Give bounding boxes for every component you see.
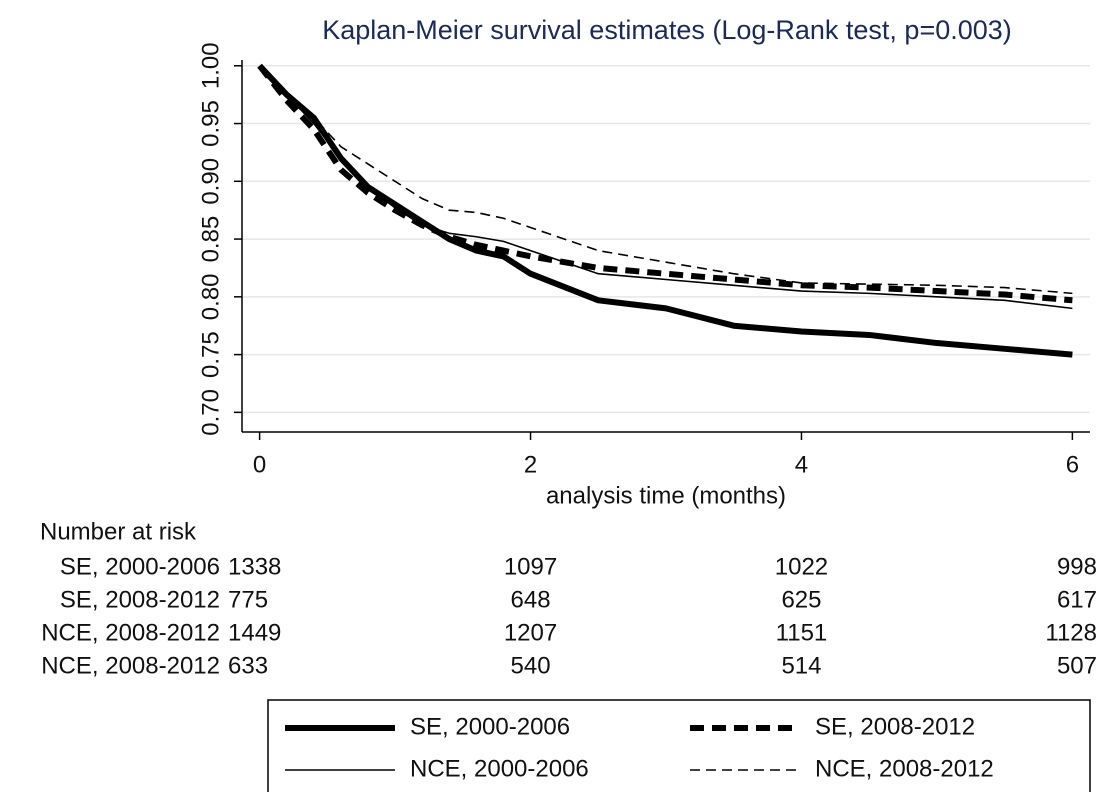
risk-count: 998 [1057,553,1097,580]
risk-count: 1338 [228,553,281,580]
risk-row-label: NCE, 2008-2012 [41,652,220,679]
survival-line [259,65,1073,295]
risk-row-label: SE, 2000-2006 [60,553,220,580]
risk-count: 775 [228,586,268,613]
risk-count: 617 [1057,586,1097,613]
x-tick-label: 2 [524,451,537,478]
x-tick-label: 6 [1066,451,1079,478]
y-tick-label: 1.00 [197,42,224,89]
risk-count: 1128 [1045,619,1097,646]
risk-count: 1097 [504,553,557,580]
y-tick-label: 0.95 [197,100,224,147]
legend-label: NCE, 2000-2006 [410,755,589,782]
y-tick-label: 0.70 [197,389,224,436]
y-tick-label: 0.75 [197,331,224,378]
survival-line [257,63,1073,304]
risk-count: 648 [511,586,551,613]
survival-line [257,63,1073,358]
legend-label: SE, 2008-2012 [815,713,975,740]
legend-box [267,699,1091,792]
risk-count: 1449 [228,619,281,646]
y-tick-label: 0.85 [197,216,224,263]
y-tick-label: 0.90 [197,158,224,205]
risk-count: 633 [228,652,268,679]
risk-count: 540 [511,652,551,679]
risk-count: 1207 [504,619,557,646]
x-tick-label: 0 [253,451,266,478]
risk-count: 514 [781,652,821,679]
x-tick-label: 4 [795,451,808,478]
risk-row-label: SE, 2008-2012 [60,586,220,613]
legend-label: NCE, 2008-2012 [815,755,994,782]
risk-table-title: Number at risk [40,518,197,545]
chart-title: Kaplan-Meier survival estimates (Log-Ran… [322,15,1012,45]
risk-count: 507 [1057,652,1097,679]
risk-count: 625 [781,586,821,613]
risk-count: 1022 [775,553,828,580]
legend-label: SE, 2000-2006 [410,713,570,740]
x-axis-label: analysis time (months) [546,482,786,509]
survival-line [259,65,1073,310]
risk-row-label: NCE, 2008-2012 [41,619,220,646]
y-tick-label: 0.80 [197,273,224,320]
risk-count: 1151 [776,619,828,646]
